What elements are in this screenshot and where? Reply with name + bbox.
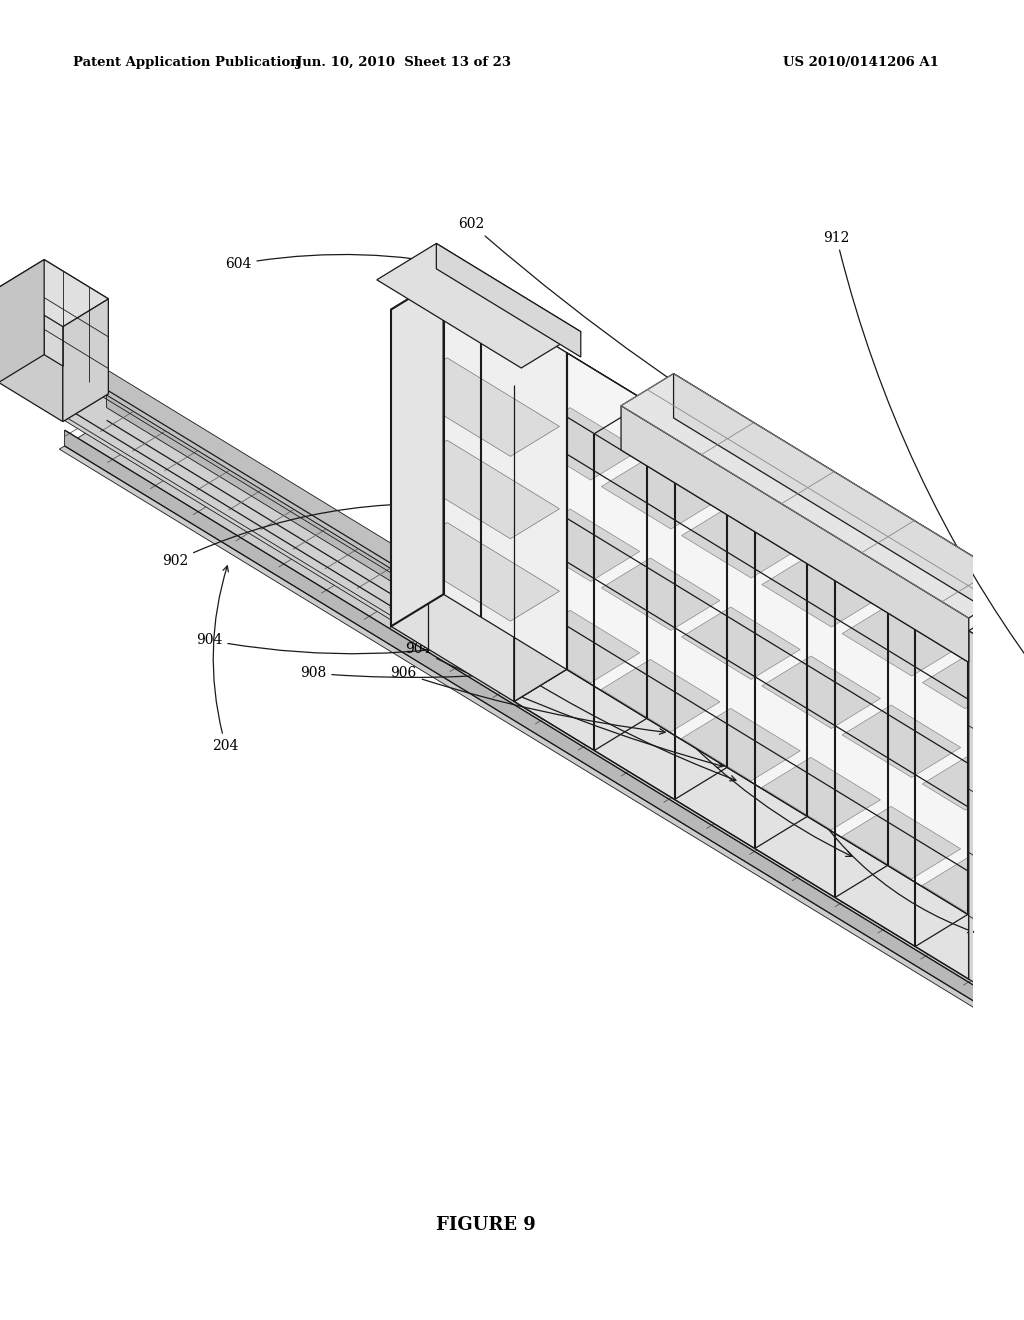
Polygon shape — [923, 754, 1014, 810]
Polygon shape — [521, 408, 640, 480]
Text: 912: 912 — [823, 231, 1024, 669]
Text: 916: 916 — [503, 664, 736, 781]
Text: 602: 602 — [459, 218, 821, 475]
Polygon shape — [106, 404, 1024, 1008]
Polygon shape — [969, 631, 1022, 1012]
Polygon shape — [762, 656, 881, 729]
Polygon shape — [443, 277, 566, 669]
Polygon shape — [391, 309, 514, 701]
Text: 906: 906 — [390, 667, 666, 734]
Polygon shape — [436, 243, 581, 356]
Polygon shape — [0, 288, 62, 421]
Text: Patent Application Publication: Patent Application Publication — [73, 55, 300, 69]
Polygon shape — [514, 384, 969, 979]
Text: US 2010/0141206 A1: US 2010/0141206 A1 — [783, 55, 939, 69]
Text: FIGURE 9: FIGURE 9 — [436, 1216, 537, 1234]
Polygon shape — [62, 298, 109, 421]
Polygon shape — [398, 523, 559, 622]
Polygon shape — [601, 660, 720, 731]
Polygon shape — [1022, 631, 1024, 1012]
Polygon shape — [514, 352, 1021, 663]
Polygon shape — [514, 352, 566, 701]
Polygon shape — [969, 631, 1021, 979]
Text: 904: 904 — [196, 634, 509, 653]
Polygon shape — [682, 607, 800, 680]
Text: 604: 604 — [225, 255, 466, 271]
Polygon shape — [65, 430, 1024, 1034]
Text: 904: 904 — [406, 643, 723, 767]
Polygon shape — [762, 758, 881, 830]
Polygon shape — [65, 395, 438, 623]
Polygon shape — [674, 374, 1021, 631]
Polygon shape — [377, 243, 581, 368]
Polygon shape — [621, 374, 1021, 618]
Polygon shape — [621, 405, 969, 663]
Polygon shape — [601, 558, 720, 631]
Polygon shape — [391, 277, 566, 384]
Text: Jun. 10, 2010  Sheet 13 of 23: Jun. 10, 2010 Sheet 13 of 23 — [296, 55, 511, 69]
Polygon shape — [1021, 599, 1024, 979]
Text: 902: 902 — [162, 504, 509, 568]
Text: 910: 910 — [775, 759, 974, 933]
Text: 204: 204 — [212, 566, 239, 752]
Polygon shape — [842, 603, 961, 676]
Polygon shape — [969, 599, 1024, 664]
Polygon shape — [923, 855, 1014, 912]
Polygon shape — [106, 370, 438, 598]
Polygon shape — [106, 395, 438, 610]
Text: 914: 914 — [648, 706, 852, 857]
Polygon shape — [521, 610, 640, 682]
Polygon shape — [521, 510, 640, 581]
Polygon shape — [398, 440, 559, 539]
Polygon shape — [923, 652, 1014, 709]
Polygon shape — [514, 352, 566, 701]
Polygon shape — [682, 506, 800, 578]
Polygon shape — [59, 417, 1024, 1038]
Polygon shape — [0, 260, 44, 383]
Text: 908: 908 — [300, 667, 545, 680]
Polygon shape — [601, 457, 720, 529]
Polygon shape — [44, 260, 109, 393]
Polygon shape — [566, 352, 1021, 948]
Polygon shape — [842, 807, 961, 879]
Polygon shape — [398, 358, 559, 457]
Polygon shape — [842, 705, 961, 777]
Polygon shape — [682, 709, 800, 781]
Polygon shape — [0, 260, 109, 326]
Polygon shape — [762, 554, 881, 627]
Polygon shape — [391, 277, 443, 626]
